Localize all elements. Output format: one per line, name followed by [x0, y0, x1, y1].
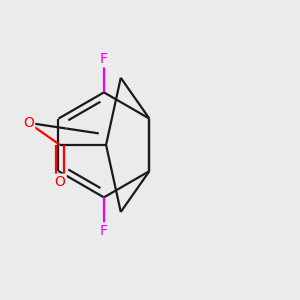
Text: O: O — [23, 116, 34, 130]
Text: F: F — [100, 224, 108, 238]
Text: O: O — [55, 175, 65, 189]
Text: F: F — [100, 52, 108, 66]
